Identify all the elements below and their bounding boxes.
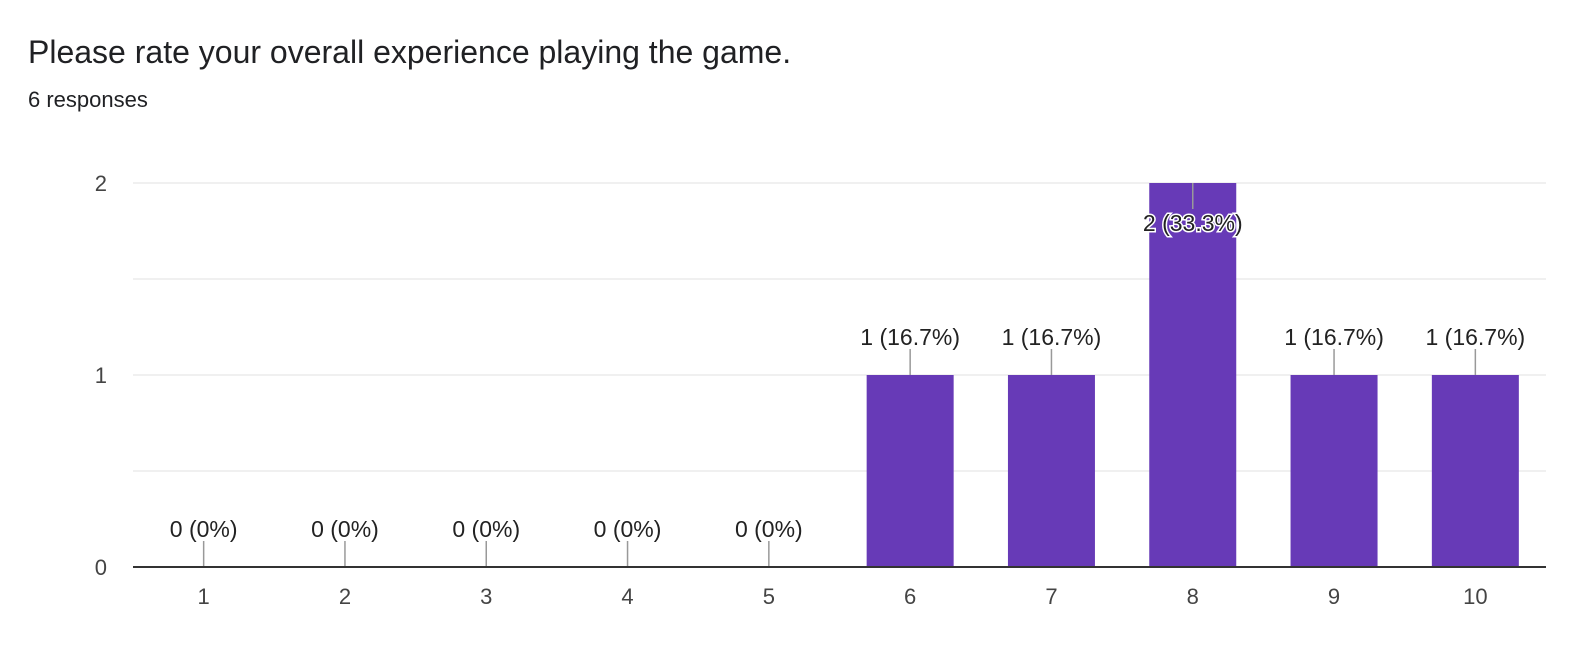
data-label: 0 (0%): [170, 516, 238, 542]
x-tick-label: 5: [763, 584, 775, 609]
x-tick-label: 1: [198, 584, 210, 609]
x-tick-label: 7: [1045, 584, 1057, 609]
x-tick-label: 2: [339, 584, 351, 609]
question-title: Please rate your overall experience play…: [28, 34, 792, 70]
x-tick-label: 3: [480, 584, 492, 609]
data-label: 1 (16.7%): [1284, 324, 1384, 350]
data-label: 0 (0%): [735, 516, 803, 542]
x-tick-label: 10: [1463, 584, 1487, 609]
data-label: 1 (16.7%): [1002, 324, 1102, 350]
y-tick-label: 2: [95, 171, 107, 196]
data-label: 0 (0%): [452, 516, 520, 542]
bar: [1431, 375, 1519, 567]
response-count: 6 responses: [28, 87, 148, 112]
y-tick-label: 1: [95, 363, 107, 388]
bar: [866, 375, 954, 567]
x-tick-label: 8: [1187, 584, 1199, 609]
bar: [1149, 183, 1237, 567]
data-label: 2 (33.3%): [1143, 210, 1243, 236]
bar: [1290, 375, 1378, 567]
data-label: 1 (16.7%): [860, 324, 960, 350]
data-label: 1 (16.7%): [1425, 324, 1525, 350]
data-label: 0 (0%): [594, 516, 662, 542]
bar: [1007, 375, 1095, 567]
x-tick-label: 4: [621, 584, 633, 609]
x-tick-label: 6: [904, 584, 916, 609]
x-tick-label: 9: [1328, 584, 1340, 609]
data-label: 0 (0%): [311, 516, 379, 542]
y-tick-label: 0: [95, 555, 107, 580]
